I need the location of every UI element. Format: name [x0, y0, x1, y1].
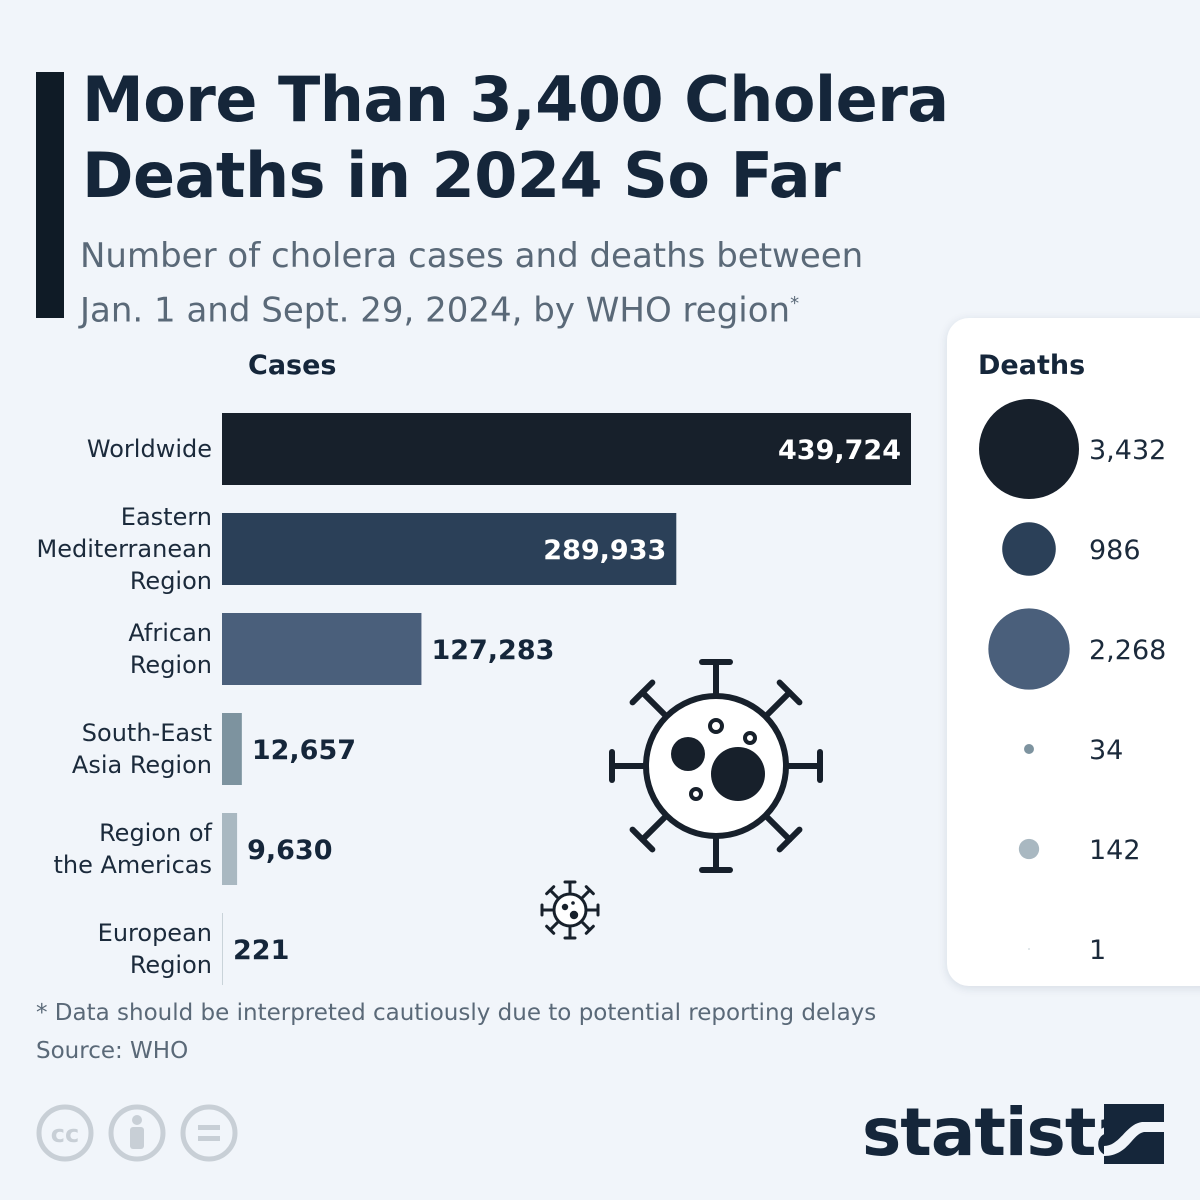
cc-icon[interactable]: cc: [36, 1104, 94, 1162]
virus-illustration-icon: [609, 659, 823, 873]
cases-value-label: 127,283: [431, 635, 554, 666]
no-derivatives-icon[interactable]: [180, 1104, 238, 1162]
source-note: Source: WHO: [36, 1038, 189, 1064]
deaths-value-label: 142: [1089, 835, 1141, 866]
category-label: Eastern Mediterranean Region: [37, 503, 212, 595]
cases-bar: [222, 613, 422, 685]
attribution-icon[interactable]: [108, 1104, 166, 1162]
cases-value-label: 12,657: [252, 735, 356, 766]
cases-bar: [222, 813, 238, 885]
category-label: South-East Asia Region: [72, 719, 212, 779]
deaths-value-label: 2,268: [1089, 635, 1166, 666]
deaths-bubble: [1018, 838, 1040, 860]
statista-logo-mark-icon: [1104, 1104, 1164, 1164]
statista-logo: statista: [862, 1094, 1140, 1171]
small-virus-icon: [540, 880, 600, 940]
license-icons: cc: [36, 1104, 238, 1162]
cases-value-label: 221: [233, 935, 289, 966]
deaths-bubble: [988, 608, 1070, 690]
cases-value-label: 289,933: [543, 535, 666, 566]
category-label: African Region: [128, 619, 212, 679]
deaths-value-label: 3,432: [1089, 435, 1166, 466]
deaths-bubble: [1002, 522, 1056, 576]
svg-text:cc: cc: [51, 1120, 79, 1148]
subtitle: Number of cholera cases and deaths betwe…: [80, 232, 960, 334]
cases-heading: Cases: [248, 350, 337, 381]
cases-bar-chart: Worldwide 439,724 Eastern Mediterranean Regi…: [37, 413, 911, 985]
cases-value-label: 9,630: [247, 835, 332, 866]
category-label: European Region: [98, 919, 212, 979]
deaths-value-label: 34: [1089, 735, 1123, 766]
subtitle-asterisk: *: [790, 293, 800, 314]
page-title: More Than 3,400 Cholera Deaths in 2024 S…: [82, 63, 949, 212]
cases-bar: [222, 413, 911, 485]
deaths-value-label: 986: [1089, 535, 1141, 566]
subtitle-text: Number of cholera cases and deaths betwe…: [80, 236, 864, 331]
cases-bar: [222, 713, 242, 785]
deaths-heading: Deaths: [978, 350, 1086, 381]
title-accent-bar: [36, 72, 64, 318]
deaths-bubble-chart: 3,432 986 2,268 34 142 1: [979, 399, 1166, 966]
category-label: Region of the Americas: [53, 819, 212, 879]
deaths-bubble: [1028, 948, 1030, 950]
cases-value-label: 439,724: [778, 435, 901, 466]
deaths-bubble: [1024, 744, 1034, 754]
cases-bar: [222, 513, 677, 585]
deaths-value-label: 1: [1089, 935, 1106, 966]
deaths-bubble: [979, 399, 1079, 499]
cases-bar: [222, 913, 223, 985]
footnote: * Data should be interpreted cautiously …: [36, 1000, 877, 1026]
category-label: Worldwide: [87, 435, 212, 463]
